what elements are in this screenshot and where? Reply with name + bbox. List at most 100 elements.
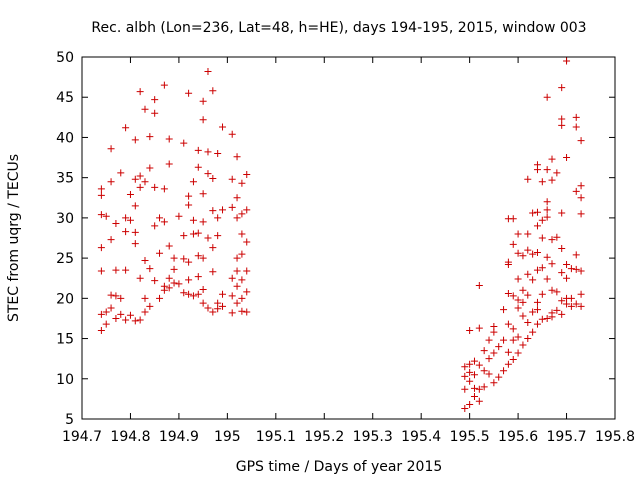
data-point [180, 289, 188, 297]
data-point [548, 260, 556, 268]
data-point [500, 367, 508, 375]
data-point [543, 213, 551, 221]
data-point [480, 347, 488, 355]
data-point [533, 320, 541, 328]
data-point [504, 320, 512, 328]
data-point [543, 206, 551, 214]
data-point [117, 169, 125, 177]
data-point [185, 276, 193, 284]
data-point [233, 254, 241, 262]
data-point [490, 322, 498, 330]
data-point [102, 212, 110, 220]
data-point [524, 335, 532, 343]
data-point [156, 249, 164, 257]
data-point [131, 317, 139, 325]
data-point [475, 385, 483, 393]
data-point [219, 206, 227, 214]
data-point [122, 228, 130, 236]
plot-frame [81, 56, 616, 420]
data-point [461, 385, 469, 393]
data-point [185, 201, 193, 209]
data-point [122, 124, 130, 132]
data-point [577, 302, 585, 310]
y-tick-label: 15 [56, 332, 74, 348]
data-point [151, 222, 159, 230]
x-tick-label: 195.4 [401, 429, 441, 445]
data-point [189, 292, 197, 300]
data-point [519, 286, 527, 294]
data-point [233, 267, 241, 275]
data-point [112, 220, 120, 228]
data-point [151, 183, 159, 191]
data-point [112, 292, 120, 300]
data-point [131, 136, 139, 144]
axis-ticks: 194.7 194.8 194.9 195 195.1 195.2 195.3 195.4 19… [56, 50, 635, 445]
data-point [199, 299, 207, 307]
data-point [466, 360, 474, 368]
data-point [524, 318, 532, 326]
data-point [117, 310, 125, 318]
data-point [209, 87, 217, 95]
data-point [543, 253, 551, 261]
x-tick-label: 194.9 [159, 429, 199, 445]
data-point [194, 252, 202, 260]
data-point [185, 192, 193, 200]
data-point [567, 265, 575, 273]
data-point [243, 288, 251, 296]
data-point [238, 210, 246, 218]
y-tick-label: 25 [56, 251, 74, 267]
data-point [199, 254, 207, 262]
data-point [495, 373, 503, 381]
data-point [500, 306, 508, 314]
data-point [141, 308, 149, 316]
data-point [514, 249, 522, 257]
data-point [107, 145, 115, 153]
data-point [466, 327, 474, 335]
data-point [543, 314, 551, 322]
data-point [238, 179, 246, 187]
data-point [180, 139, 188, 147]
data-point [524, 246, 532, 254]
data-point [126, 191, 134, 199]
x-tick-label: 195.5 [450, 429, 490, 445]
data-point [243, 267, 251, 275]
data-point [538, 290, 546, 298]
data-point [97, 191, 105, 199]
data-point [160, 81, 168, 89]
data-point [97, 327, 105, 335]
data-point [204, 148, 212, 156]
data-point [160, 218, 168, 226]
y-axis-label: STEC from uqrg / TECUs [6, 154, 22, 322]
data-point [529, 328, 537, 336]
data-point [126, 311, 134, 319]
data-point [480, 367, 488, 375]
data-point [170, 279, 178, 287]
data-point [238, 276, 246, 284]
data-point [97, 211, 105, 219]
y-tick-label: 45 [56, 90, 74, 106]
data-point [495, 343, 503, 351]
data-point [214, 150, 222, 158]
data-point [165, 242, 173, 250]
data-point [136, 172, 144, 180]
x-tick-label: 195.6 [498, 429, 538, 445]
data-point [563, 261, 571, 269]
data-point [514, 349, 522, 357]
data-point [480, 383, 488, 391]
chart-title: Rec. albh (Lon=236, Lat=48, h=HE), days … [91, 20, 586, 36]
data-point [475, 397, 483, 405]
data-point [543, 198, 551, 206]
data-point [538, 234, 546, 242]
data-point [146, 265, 154, 273]
data-point [122, 266, 130, 274]
data-point [548, 309, 556, 317]
data-point [219, 302, 227, 310]
data-point [548, 236, 556, 244]
data-point [553, 169, 561, 177]
data-point [228, 309, 236, 317]
data-point [185, 290, 193, 298]
data-point [529, 250, 537, 258]
data-point [558, 84, 566, 92]
data-point [131, 175, 139, 183]
data-point [524, 270, 532, 278]
